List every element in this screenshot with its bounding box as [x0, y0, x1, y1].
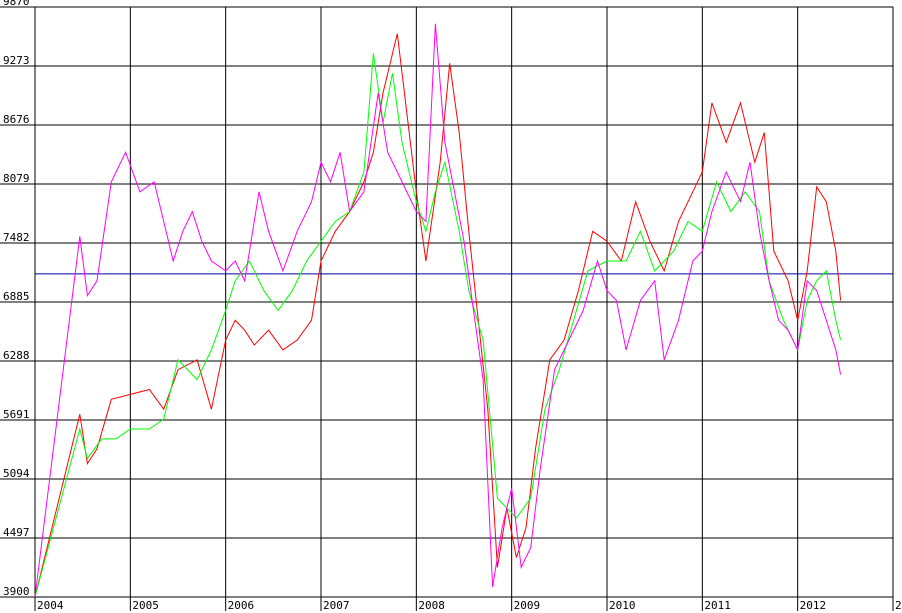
- y-tick-label: 3900: [3, 585, 30, 598]
- series-line: [34, 23, 842, 598]
- x-tick-label: 2009: [514, 599, 541, 612]
- series-line: [34, 53, 842, 598]
- y-tick-label: 5094: [3, 467, 30, 480]
- y-tick-label: 9273: [3, 54, 30, 67]
- x-tick-label: 2007: [323, 599, 350, 612]
- x-tick-label: 2011: [704, 599, 731, 612]
- x-tick-label: 2010: [609, 599, 636, 612]
- y-tick-label: 5691: [3, 408, 30, 421]
- x-tick-label: 2008: [418, 599, 445, 612]
- y-tick-label: 6288: [3, 349, 30, 362]
- x-tick-label: 2005: [132, 599, 159, 612]
- y-tick-label: 4497: [3, 526, 30, 539]
- y-tick-label: 9870: [3, 0, 30, 8]
- x-tick-label: 2004: [37, 599, 64, 612]
- x-tick-label: 2013: [895, 599, 902, 612]
- series-line: [34, 33, 842, 598]
- x-tick-label: 2006: [228, 599, 255, 612]
- y-tick-label: 8079: [3, 172, 30, 185]
- y-tick-label: 6885: [3, 290, 30, 303]
- y-tick-label: 7482: [3, 231, 30, 244]
- x-tick-label: 2012: [800, 599, 827, 612]
- y-tick-label: 8676: [3, 113, 30, 126]
